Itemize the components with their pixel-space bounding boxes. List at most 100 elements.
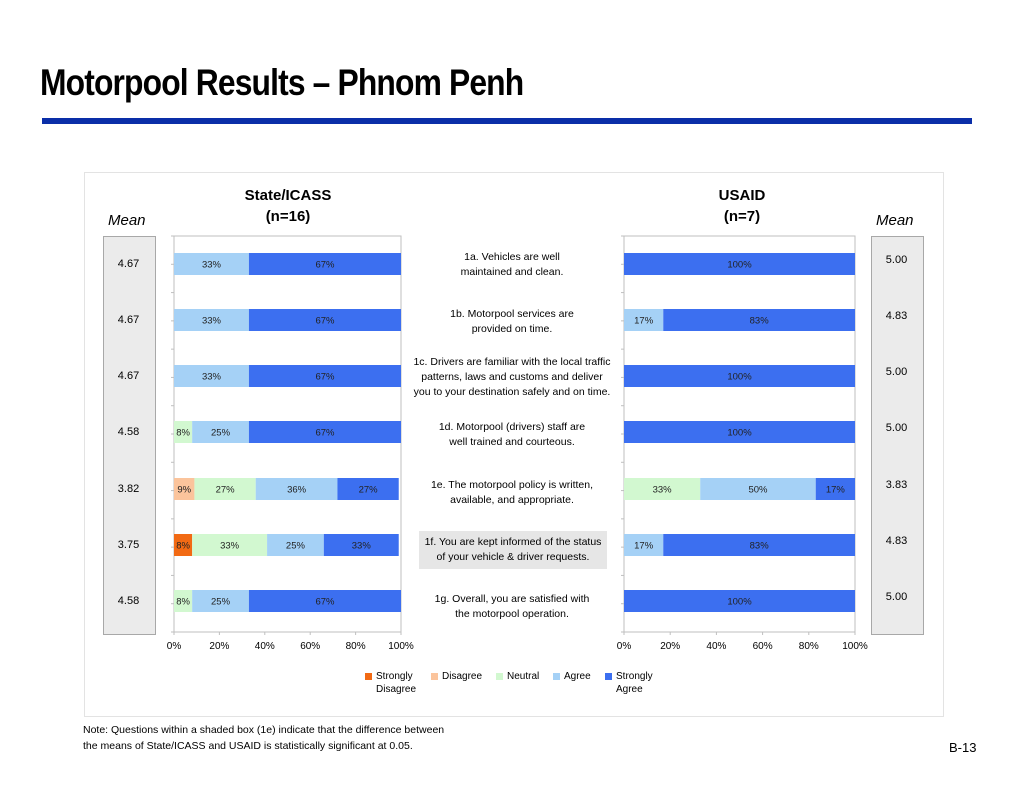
question-line: patterns, laws and customs and deliver [421, 371, 603, 383]
left-mean-box [103, 236, 156, 635]
right-chart-title: USAID (n=7) [662, 185, 822, 227]
state-icass-bar-agree [174, 253, 249, 275]
legend-label-line1: Disagree [442, 671, 483, 682]
question-line: maintained and clean. [460, 266, 564, 278]
state-icass-x-tick-label: 60% [300, 641, 320, 652]
state-icass-data-label: 33% [220, 541, 240, 552]
question-3: 1c. Drivers are familiar with the local … [410, 355, 614, 400]
question-7: 1g. Overall, you are satisfied with the m… [410, 592, 614, 622]
question-line: of your vehicle & driver requests. [436, 551, 590, 563]
usaid-data-label: 100% [727, 372, 752, 383]
left-mean-label: Mean [108, 212, 146, 229]
legend-label-line2: Agree [616, 684, 643, 695]
legend-swatch [496, 673, 503, 680]
usaid-x-tick-label: 60% [753, 641, 773, 652]
usaid-bar-strongly-agree [663, 309, 855, 331]
usaid-data-label: 83% [750, 541, 770, 552]
question-line: 1b. Motorpool services are [450, 308, 574, 320]
right-chart-title-line2: (n=7) [723, 208, 761, 225]
state-icass-data-label: 67% [315, 428, 335, 439]
state-icass-data-label: 25% [211, 428, 231, 439]
state-icass-bar-agree [174, 365, 249, 387]
usaid-bar-strongly-agree [624, 421, 855, 443]
question-line: you to your destination safely and on ti… [413, 386, 611, 398]
right-chart-title-line1: USAID [718, 187, 766, 204]
state-icass-bar-agree [174, 309, 249, 331]
usaid-bar-agree [624, 534, 664, 556]
state-icass-data-label: 67% [315, 372, 335, 383]
state-icass-bar-strongly-agree [248, 365, 401, 387]
state-icass-bar-strongly-agree [337, 478, 399, 500]
page-title: Motorpool Results – Phnom Penh [40, 62, 524, 103]
mean-value: 3.82 [117, 483, 140, 495]
question-5: 1e. The motorpool policy is written, avai… [410, 478, 614, 508]
state-icass-bar-strongly-agree [248, 590, 401, 612]
legend-label: Disagree [442, 670, 482, 683]
state-icass-data-label: 8% [176, 428, 190, 439]
question-line: the motorpool operation. [455, 608, 569, 620]
question-line: provided on time. [471, 323, 553, 335]
mean-value: 4.58 [117, 426, 140, 438]
state-icass-bar-neutral [192, 534, 268, 556]
usaid-bar-strongly-agree [624, 590, 855, 612]
question-line: 1c. Drivers are familiar with the local … [413, 356, 611, 368]
usaid-bar-strongly-agree [815, 478, 855, 500]
state-icass-bar-agree [267, 534, 324, 556]
mean-value: 5.00 [885, 254, 908, 266]
state-icass-bar-strongly-agree [248, 253, 401, 275]
state-icass-bar-neutral [174, 590, 193, 612]
usaid-bar-strongly-agree [624, 365, 855, 387]
mean-value: 4.67 [117, 314, 140, 326]
state-icass-bar-agree [255, 478, 338, 500]
legend-label-line1: Agree [564, 671, 591, 682]
state-icass-bar-agree [192, 421, 249, 443]
usaid-data-label: 83% [750, 316, 770, 327]
question-2: 1b. Motorpool services are provided on ti… [410, 307, 614, 337]
mean-value: 4.67 [117, 370, 140, 382]
usaid-x-tick-label: 0% [617, 641, 632, 652]
usaid-x-tick-label: 100% [842, 641, 868, 652]
legend-label-line1: Strongly [376, 671, 413, 682]
footnote: Note: Questions within a shaded box (1e)… [83, 722, 444, 754]
state-icass-bar-agree [192, 590, 249, 612]
usaid-bar-strongly-agree [624, 253, 855, 275]
usaid-bar-agree [700, 478, 816, 500]
state-icass-bar-strongly-disagree [174, 534, 193, 556]
usaid-x-tick-label: 20% [660, 641, 680, 652]
legend-label: Strongly Disagree [376, 670, 416, 696]
question-4: 1d. Motorpool (drivers) staff are well tr… [410, 420, 614, 450]
state-icass-x-tick-label: 0% [167, 641, 182, 652]
state-icass-data-label: 67% [315, 597, 335, 608]
legend-label: Agree [564, 670, 591, 683]
usaid-data-label: 17% [634, 316, 654, 327]
state-icass-data-label: 67% [315, 260, 335, 271]
legend-swatch [365, 673, 372, 680]
left-chart-title-line1: State/ICASS [244, 187, 332, 204]
question-line: well trained and courteous. [449, 436, 575, 448]
left-chart-title-line2: (n=16) [265, 208, 311, 225]
legend-swatch [605, 673, 612, 680]
mean-value: 5.00 [885, 591, 908, 603]
question-line: 1f. You are kept informed of the status [424, 536, 602, 548]
usaid-x-tick-label: 80% [799, 641, 819, 652]
legend-label-line1: Strongly [616, 671, 653, 682]
usaid-bar-neutral [624, 478, 701, 500]
question-line: available, and appropriate. [450, 494, 574, 506]
usaid-bar-strongly-agree [663, 534, 855, 556]
usaid-data-label: 33% [653, 485, 673, 496]
usaid-data-label: 50% [748, 485, 768, 496]
state-icass-data-label: 8% [176, 541, 190, 552]
legend-label-line2: Disagree [376, 684, 417, 695]
page-number: B-13 [949, 740, 977, 755]
question-6: 1f. You are kept informed of the status o… [419, 531, 607, 569]
state-icass-data-label: 33% [202, 316, 222, 327]
usaid-data-label: 100% [727, 597, 752, 608]
mean-value: 4.83 [885, 310, 908, 322]
state-icass-data-label: 27% [216, 485, 236, 496]
question-line: 1a. Vehicles are well [464, 251, 560, 263]
state-icass-data-label: 25% [286, 541, 306, 552]
mean-value: 5.00 [885, 422, 908, 434]
question-1: 1a. Vehicles are well maintained and clea… [410, 250, 614, 280]
legend-swatch [431, 673, 438, 680]
state-icass-bar-neutral [194, 478, 256, 500]
